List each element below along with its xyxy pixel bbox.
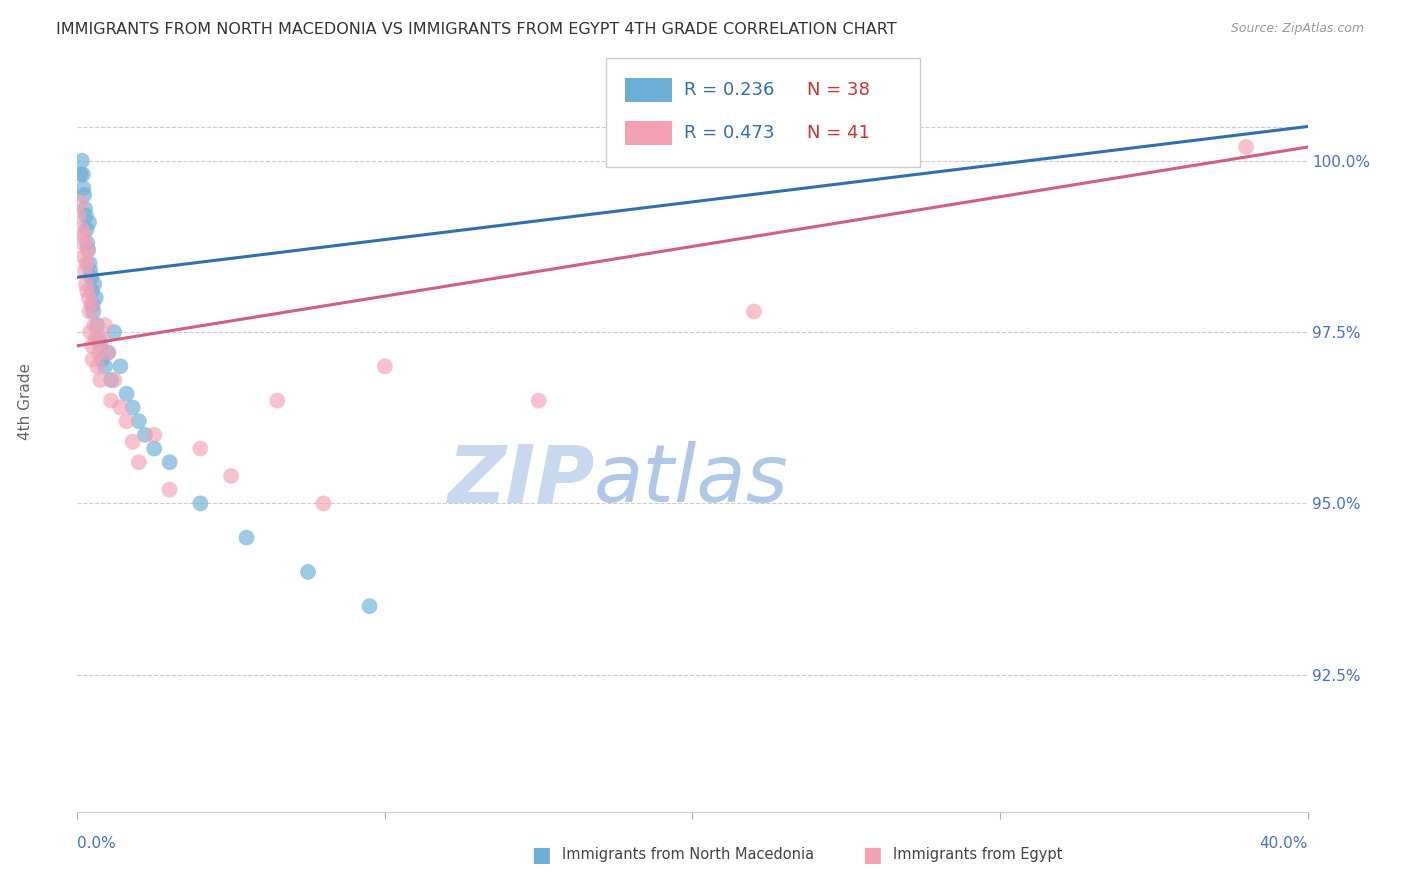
Point [76, 222, 98, 236]
Text: Immigrants from Egypt: Immigrants from Egypt [893, 847, 1062, 862]
Text: Source: ZipAtlas.com: Source: ZipAtlas.com [1230, 22, 1364, 36]
Point [83, 277, 105, 291]
Point [110, 401, 132, 415]
Point [115, 414, 138, 428]
Point [79, 263, 101, 277]
Text: N = 41: N = 41 [807, 124, 870, 143]
Point [70, 222, 93, 236]
Point [72, 168, 94, 182]
Point [67, 209, 90, 223]
Point [100, 373, 122, 387]
Text: R = 0.473: R = 0.473 [683, 124, 775, 143]
Point [72, 250, 94, 264]
Point [86, 359, 108, 374]
Point [80, 298, 103, 312]
Point [72, 235, 94, 250]
Point [77, 243, 100, 257]
Point [86, 318, 108, 333]
Point [83, 318, 105, 333]
Point [70, 153, 93, 168]
Point [82, 298, 104, 312]
Point [159, 483, 181, 497]
Point [94, 359, 117, 374]
Point [79, 304, 101, 318]
Point [76, 256, 98, 270]
Point [77, 243, 100, 257]
Point [97, 345, 120, 359]
Text: ■: ■ [531, 845, 551, 864]
FancyBboxPatch shape [606, 58, 920, 168]
Point [89, 373, 111, 387]
Point [121, 401, 143, 415]
Point [76, 284, 98, 298]
Point [143, 427, 166, 442]
Point [742, 304, 765, 318]
Point [82, 284, 104, 298]
Point [128, 455, 150, 469]
Point [75, 277, 97, 291]
Point [84, 332, 107, 346]
Point [97, 345, 120, 359]
Point [121, 434, 143, 449]
Point [103, 325, 125, 339]
Text: 4th Grade: 4th Grade [18, 363, 32, 440]
Point [159, 455, 181, 469]
Point [84, 291, 107, 305]
Point [73, 229, 96, 244]
Point [190, 442, 212, 456]
Point [527, 393, 550, 408]
Text: ■: ■ [862, 845, 882, 864]
Bar [624, 121, 672, 145]
Point [128, 414, 150, 428]
Point [1234, 140, 1257, 154]
Point [87, 345, 110, 359]
Text: 0.0%: 0.0% [77, 836, 117, 851]
Point [190, 496, 212, 510]
Point [297, 565, 319, 579]
Point [87, 332, 110, 346]
Point [89, 339, 111, 353]
Point [80, 270, 103, 285]
Point [115, 386, 138, 401]
Point [77, 291, 100, 305]
Point [103, 373, 125, 387]
Text: R = 0.236: R = 0.236 [683, 81, 775, 99]
Text: Immigrants from North Macedonia: Immigrants from North Macedonia [562, 847, 814, 862]
Point [75, 209, 97, 223]
Text: atlas: atlas [595, 441, 789, 519]
Point [374, 359, 396, 374]
Point [79, 256, 101, 270]
Bar [624, 78, 672, 103]
Point [110, 359, 132, 374]
Point [134, 427, 156, 442]
Point [94, 318, 117, 333]
Point [72, 181, 94, 195]
Point [235, 531, 257, 545]
Text: IMMIGRANTS FROM NORTH MACEDONIA VS IMMIGRANTS FROM EGYPT 4TH GRADE CORRELATION C: IMMIGRANTS FROM NORTH MACEDONIA VS IMMIG… [56, 22, 897, 37]
Point [69, 194, 91, 209]
Point [82, 352, 104, 367]
Point [82, 339, 104, 353]
Text: N = 38: N = 38 [807, 81, 870, 99]
Point [90, 352, 114, 367]
Point [79, 325, 101, 339]
Point [90, 332, 114, 346]
Point [100, 393, 122, 408]
Point [82, 304, 104, 318]
Point [359, 599, 381, 614]
Point [73, 202, 96, 216]
Point [143, 442, 166, 456]
Point [73, 263, 96, 277]
Point [69, 168, 91, 182]
Point [77, 215, 100, 229]
Point [312, 496, 335, 510]
Text: ZIP: ZIP [447, 441, 595, 519]
Text: 40.0%: 40.0% [1260, 836, 1308, 851]
Point [266, 393, 288, 408]
Point [76, 235, 98, 250]
Point [73, 188, 96, 202]
Point [219, 469, 242, 483]
